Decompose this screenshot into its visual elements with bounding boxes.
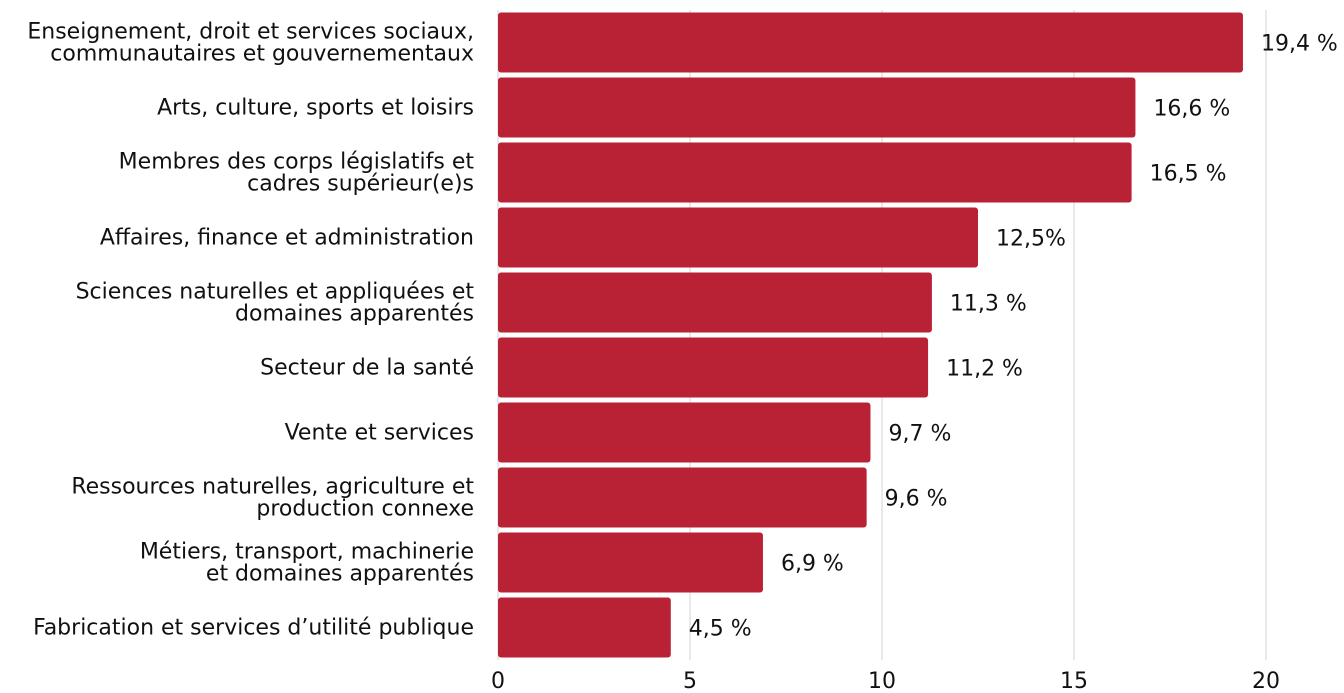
category-label: Sciences naturelles et appliquées et doma… [76, 280, 475, 327]
data-label: 9,6 % [885, 487, 948, 512]
category-label-line: Membres des corps législatifs et [119, 150, 475, 175]
bar [498, 142, 1132, 203]
category-label-line: domaines apparentés [235, 302, 474, 327]
category-label: Membres des corps législatifs et cadres s… [119, 150, 475, 197]
category-label: Vente et services [285, 421, 474, 446]
x-axis-ticks: 0 5 10 15 20 [491, 669, 1280, 693]
category-label-line: Ressources naturelles, agriculture et [71, 475, 474, 500]
bar [498, 402, 871, 463]
category-label-line: production connexe [256, 497, 474, 522]
category-label-line: Enseignement, droit et services sociaux, [27, 20, 474, 45]
x-tick-label: 0 [491, 669, 505, 693]
category-label-line: Métiers, transport, machinerie [140, 540, 474, 565]
category-label: Ressources naturelles, agriculture et pro… [71, 475, 474, 522]
data-label: 4,5 % [689, 617, 752, 642]
value-labels: 19,4 % 16,6 % 16,5 % 12,5% 11,3 % 11,2 % 9,7 %… [689, 32, 1338, 642]
category-label-line: Vente et services [285, 421, 474, 446]
category-label: Enseignement, droit et services sociaux,… [27, 20, 474, 67]
data-label: 19,4 % [1261, 32, 1338, 57]
category-label: Métiers, transport, machinerie et domaine… [140, 540, 474, 587]
data-label: 6,9 % [781, 552, 844, 577]
data-label: 11,3 % [950, 292, 1027, 317]
category-label: Arts, culture, sports et loisirs [157, 96, 474, 121]
data-label: 16,6 % [1153, 97, 1230, 122]
bar [498, 467, 867, 528]
category-label: Affaires, finance et administration [100, 226, 474, 251]
category-label-line: et domaines apparentés [206, 562, 474, 587]
category-label-line: Fabrication et services d’utilité publiq… [33, 616, 474, 641]
category-label-line: cadres supérieur(e)s [247, 172, 474, 197]
bars [498, 12, 1243, 658]
data-label: 16,5 % [1150, 162, 1227, 187]
category-label-line: Arts, culture, sports et loisirs [157, 96, 474, 121]
category-label-line: Secteur de la santé [260, 356, 474, 381]
x-tick-label: 15 [1060, 669, 1088, 693]
data-label: 9,7 % [888, 422, 951, 447]
category-label-line: Affaires, finance et administration [100, 226, 474, 251]
bar [498, 77, 1136, 138]
bar [498, 12, 1243, 73]
category-label-line: communautaires et gouvernementaux [50, 42, 474, 67]
bar [498, 532, 763, 593]
category-labels: Enseignement, droit et services sociaux,… [27, 20, 474, 641]
x-tick-label: 5 [683, 669, 697, 693]
bar [498, 337, 929, 398]
bar [498, 272, 932, 333]
data-label: 12,5% [996, 227, 1066, 252]
bar [498, 207, 978, 268]
data-label: 11,2 % [946, 357, 1023, 382]
bar [498, 597, 671, 658]
category-label-line: Sciences naturelles et appliquées et [76, 280, 475, 305]
category-label: Fabrication et services d’utilité publiq… [33, 616, 474, 641]
x-tick-label: 10 [868, 669, 896, 693]
x-tick-label: 20 [1252, 669, 1280, 693]
category-label: Secteur de la santé [260, 356, 474, 381]
